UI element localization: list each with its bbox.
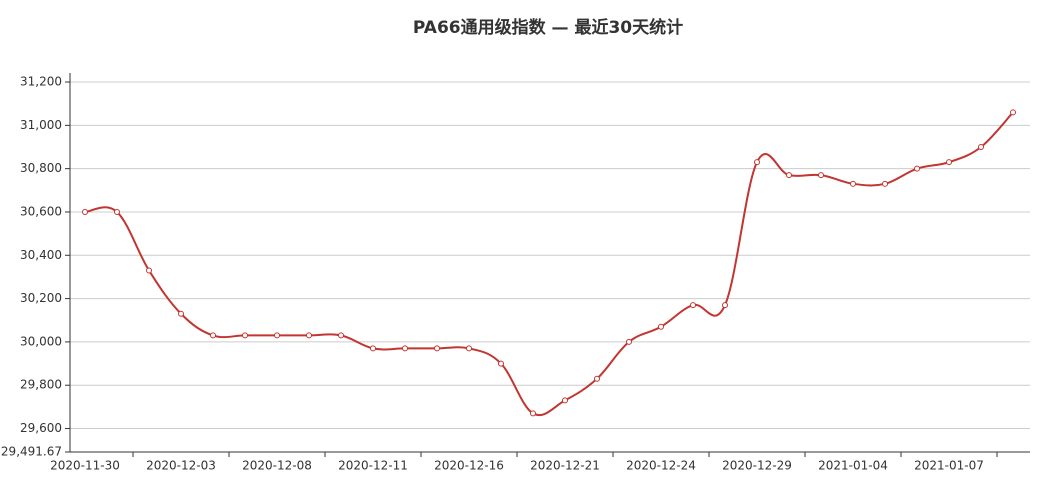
point xyxy=(498,360,504,367)
x-tick-label: 2020-12-16 xyxy=(434,459,504,473)
line xyxy=(84,111,1014,417)
chart-title: PA66通用级指数 — 最近30天统计 xyxy=(413,17,683,38)
y-tick-label: 30,600 xyxy=(20,204,62,218)
point xyxy=(786,172,792,179)
point xyxy=(178,310,184,317)
point xyxy=(434,345,440,352)
x-tick-label: 2021-01-04 xyxy=(818,459,888,473)
y-tick-label: 30,000 xyxy=(20,334,62,348)
x-tick-label: 2020-12-08 xyxy=(242,459,312,473)
point xyxy=(242,332,248,339)
x-tick-label: 2020-12-24 xyxy=(626,459,696,473)
y-tick-label: 29,491.67 xyxy=(1,445,62,459)
y-tick-label: 30,200 xyxy=(20,291,62,305)
point xyxy=(882,180,888,187)
x-tick-label: 2020-12-03 xyxy=(146,459,216,473)
point xyxy=(274,332,280,339)
point xyxy=(466,345,472,352)
x-tick-label: 2020-11-30 xyxy=(50,459,120,473)
point xyxy=(594,375,600,382)
point xyxy=(114,208,120,215)
point xyxy=(210,332,216,339)
point xyxy=(818,172,824,179)
y-tick-label: 29,800 xyxy=(20,378,62,392)
x-tick-label: 2021-01-07 xyxy=(914,459,984,473)
point xyxy=(914,165,920,172)
point xyxy=(722,302,728,309)
x-tick-label: 2020-12-11 xyxy=(338,459,408,473)
y-tick-label: 30,800 xyxy=(20,161,62,175)
y-tick-label: 31,000 xyxy=(20,118,62,132)
point xyxy=(402,345,408,352)
point xyxy=(850,180,856,187)
y-tick-label: 31,200 xyxy=(20,75,62,89)
point xyxy=(1010,109,1016,116)
x-tick-label: 2020-12-29 xyxy=(722,459,792,473)
point xyxy=(978,143,984,150)
point xyxy=(658,323,664,330)
point xyxy=(370,345,376,352)
point xyxy=(82,208,88,215)
point xyxy=(530,410,536,417)
y-tick-label: 29,600 xyxy=(20,421,62,435)
point xyxy=(306,332,312,339)
point xyxy=(338,332,344,339)
x-tick-label: 2020-12-21 xyxy=(530,459,600,473)
point xyxy=(946,159,952,166)
point xyxy=(562,397,568,404)
point xyxy=(690,302,696,309)
y-tick-label: 30,400 xyxy=(20,248,62,262)
point xyxy=(754,159,760,166)
point xyxy=(146,267,152,274)
point xyxy=(626,338,632,345)
